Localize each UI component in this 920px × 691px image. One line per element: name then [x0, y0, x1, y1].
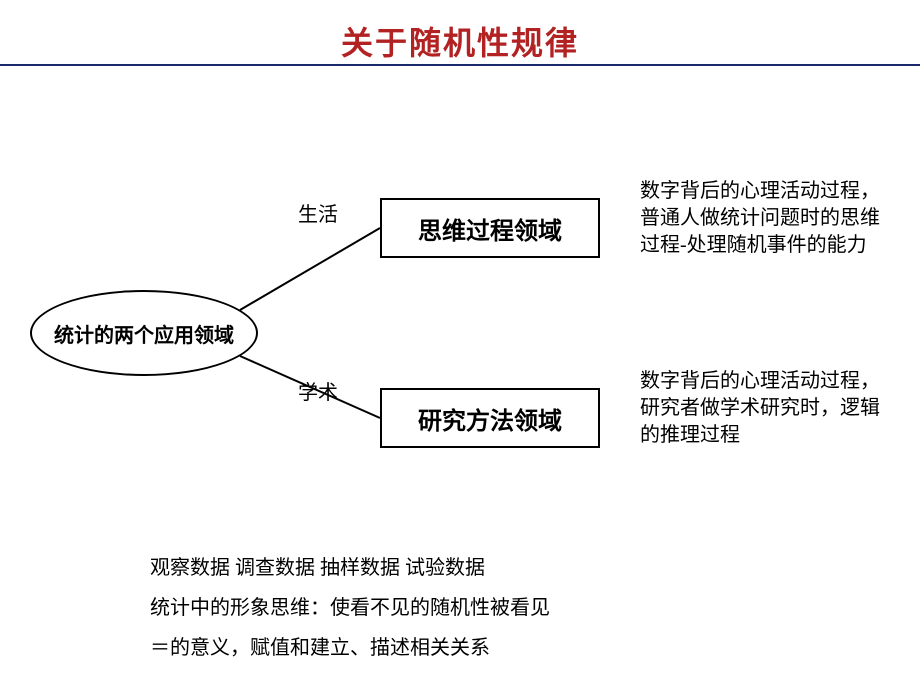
desc-bottom: 数字背后的心理活动过程，研究者做学术研究时，逻辑的推理过程 — [640, 368, 890, 449]
box-top-label: 思维过程领域 — [418, 211, 562, 246]
bottom-line-1: 统计中的形象思维：使看不见的随机性被看见 — [150, 588, 550, 628]
box-top: 思维过程领域 — [380, 198, 600, 258]
root-node: 统计的两个应用领域 — [30, 290, 258, 376]
slide-title: 关于随机性规律 — [0, 0, 920, 64]
edge-label-bottom: 学术 — [298, 376, 338, 405]
bottom-line-2: ＝的意义，赋值和建立、描述相关关系 — [150, 628, 550, 668]
title-divider — [0, 64, 920, 66]
root-node-label: 统计的两个应用领域 — [54, 319, 234, 348]
edge-label-top: 生活 — [298, 198, 338, 227]
desc-top: 数字背后的心理活动过程，普通人做统计问题时的思维过程-处理随机事件的能力 — [640, 178, 890, 259]
box-bottom: 研究方法领域 — [380, 388, 600, 448]
bottom-text-block: 观察数据 调查数据 抽样数据 试验数据 统计中的形象思维：使看不见的随机性被看见… — [150, 548, 550, 668]
box-bottom-label: 研究方法领域 — [418, 401, 562, 436]
edge-top — [240, 228, 380, 310]
bottom-line-0: 观察数据 调查数据 抽样数据 试验数据 — [150, 548, 550, 588]
